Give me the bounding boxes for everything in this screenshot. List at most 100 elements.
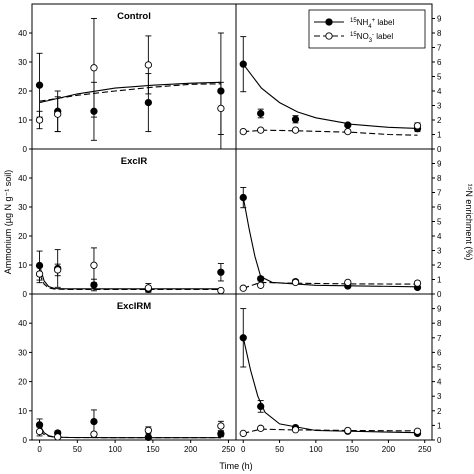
fit-line-nh4 [242,197,418,288]
data-point-no3 [413,427,422,435]
x-tick-label: 200 [382,445,396,454]
data-point-nh4 [239,193,247,202]
panel-excirm-left [35,409,225,442]
fit-line-nh4 [39,265,221,290]
legend-label-part: 15 [350,18,357,24]
right-y-tick-label: 2 [437,407,442,416]
data-point-no3 [90,430,98,438]
legend-label-part: NO [357,32,369,41]
right-y-tick-label: 6 [437,348,442,357]
fit-line-no3 [243,281,418,289]
right-y-tick-label: 1 [437,276,442,285]
data-point-no3 [217,286,225,295]
legend-label: 15NH4+ label [350,18,394,30]
panel-title: ExcIRM [117,301,151,312]
data-point-no3 [35,116,44,124]
right-y-tick-label: 8 [437,29,442,38]
data-point-no3 [257,424,265,432]
data-point-nh4 [344,121,352,129]
data-point-no3 [54,266,62,274]
panel-enrichment-right [239,36,422,136]
panel-excir-left [35,247,225,295]
data-point-no3 [144,426,153,435]
right-y-tick-label: 2 [437,116,442,125]
legend-label-part: NH [357,18,369,27]
data-point-no3 [344,426,352,435]
axes-text: 0102030400123456789010203040012345678901… [3,11,474,471]
right-y-tick-label: 3 [437,102,442,111]
panel-title: Control [117,11,151,22]
fit-line-no3 [39,431,221,439]
left-y-tick-label: 30 [18,348,27,357]
data-point-nh4 [35,81,44,89]
right-y-tick-label: 9 [437,160,442,169]
right-y-tick-label: 8 [437,174,442,183]
right-y-tick-label: 0 [437,145,442,154]
x-tick-label: 0 [37,445,42,454]
right-y-tick-label: 6 [437,58,442,67]
left-y-tick-label: 10 [18,261,27,270]
panel-title: ExcIR [121,156,148,167]
fit-line-nh4 [242,337,418,434]
data-point-nh4 [239,334,247,342]
data-point-no3 [217,104,225,113]
data-point-nh4 [217,268,225,276]
x-tick-label: 150 [146,445,160,454]
x-axis-label: Time (h) [219,461,252,471]
left-y-tick-label: 30 [18,203,27,212]
legend-label-part: + [372,18,376,24]
x-tick-label: 150 [345,445,359,454]
right-y-tick-label: 4 [437,232,442,241]
data-point-no3 [344,278,352,287]
right-y-tick-label: 5 [437,363,442,372]
data-point-nh4 [144,98,153,107]
right-y-tick-label: 1 [437,131,442,140]
left-y-tick-label: 0 [23,290,28,299]
data-point-no3 [291,126,300,134]
left-y-axis-label: Ammonium (µg N g⁻¹ soil) [3,170,13,274]
right-y-tick-label: 5 [437,73,442,82]
panel-enrichment-right [239,186,422,292]
data-point-no3 [257,126,265,134]
left-y-tick-label: 0 [23,145,28,154]
legend-label-part: label [375,18,394,27]
right-y-tick-label: 3 [437,392,442,401]
data-point-nh4 [257,109,265,118]
legend-label-part: - [372,32,374,38]
right-y-tick-label: 9 [437,305,442,314]
left-y-tick-label: 10 [18,116,27,125]
fit-line-no3 [243,129,418,136]
fit-line-nh4 [39,81,221,104]
data-point-no3 [54,433,62,441]
left-y-tick-label: 20 [18,232,27,241]
data-point-no3 [413,122,422,130]
left-y-tick-label: 10 [18,407,27,416]
right-y-tick-label: 6 [437,203,442,212]
right-y-tick-label: 9 [437,15,442,24]
fit-line-no3 [39,83,221,102]
data-point-no3 [291,278,300,287]
right-y-tick-label: 4 [437,378,442,387]
data-point-no3 [144,61,153,69]
right-y-tick-label: 5 [437,218,442,227]
left-y-tick-label: 0 [23,436,28,445]
data-point-nh4 [90,417,98,426]
data-point-no3 [35,427,44,436]
legend-label-part: 3 [369,38,373,44]
data-point-no3 [344,127,352,136]
left-y-tick-label: 20 [18,87,27,96]
fit-line-nh4 [39,424,221,439]
panel-control-left [35,18,225,150]
data-point-no3 [239,127,247,136]
right-y-tick-label: 4 [437,87,442,96]
x-tick-label: 250 [418,445,432,454]
data-point-no3 [239,429,247,438]
right-y-axis-label: ¹⁵N enrichment (%) [464,184,474,261]
data-point-no3 [413,279,422,287]
data-point-no3 [257,281,265,289]
data-point-nh4 [257,275,265,283]
fit-line-nh4 [242,63,418,129]
